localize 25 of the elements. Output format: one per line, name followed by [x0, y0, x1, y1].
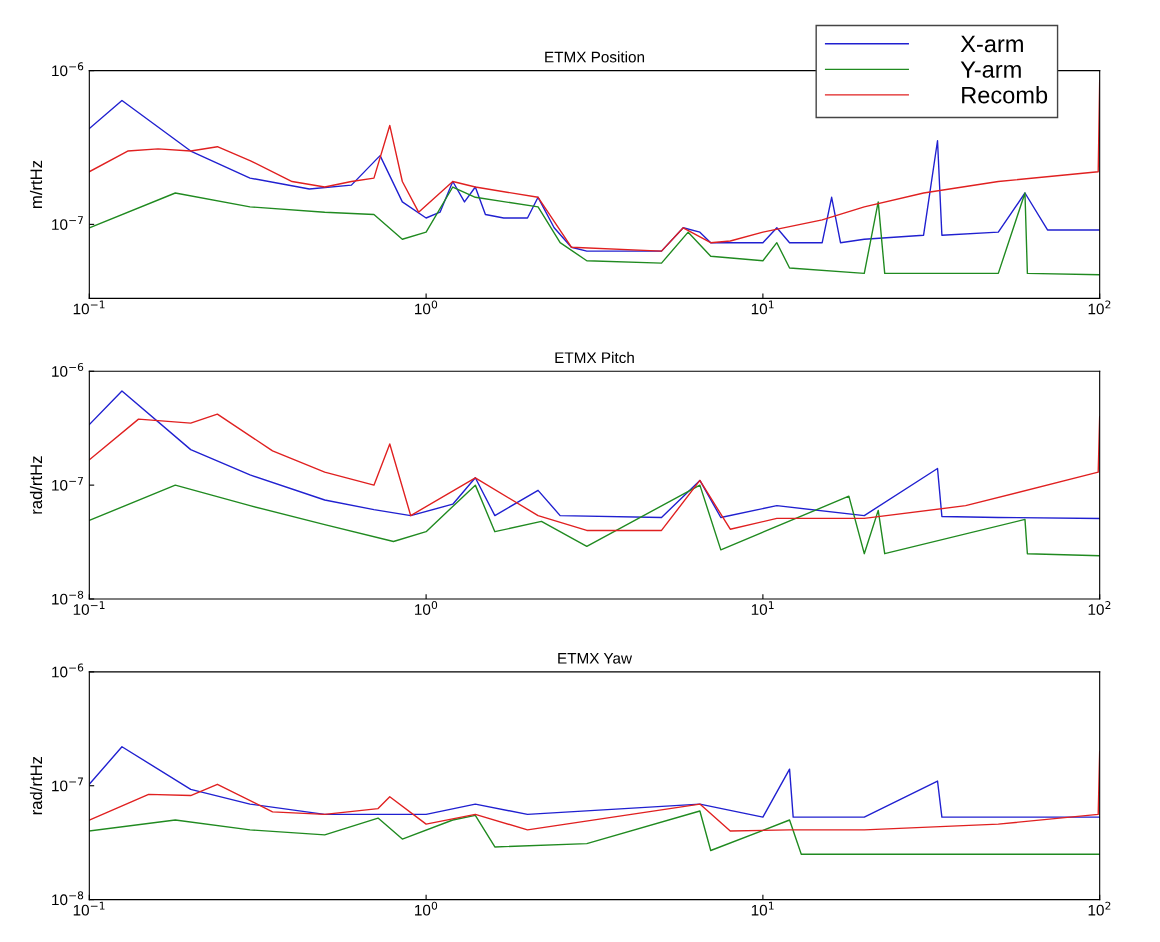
- y-tick-label: 10$^{−6}$: [52, 663, 84, 678]
- chart-title: ETMX Position: [545, 51, 645, 63]
- x-tick-label: 10$^{1}$: [751, 300, 774, 315]
- x-tick-label: 10$^{2}$: [1088, 901, 1111, 916]
- chart-title: ETMX Pitch: [555, 351, 634, 364]
- x-tick-label: 10$^{0}$: [415, 300, 438, 315]
- y-axis-title: m/rtHz: [29, 160, 43, 208]
- legend-label: X-arm: [960, 35, 1023, 53]
- x-tick-label: 10$^{0}$: [415, 901, 438, 916]
- x-tick-label: 10$^{−1}$: [73, 300, 105, 315]
- chart-title: ETMX Yaw: [558, 653, 633, 664]
- y-tick-label: 10$^{−6}$: [52, 62, 84, 77]
- y-axis-title: rad/rtHz: [29, 756, 43, 815]
- y-tick-label: 10$^{−7}$: [52, 216, 83, 230]
- legend-label: Recomb: [962, 86, 1048, 104]
- x-tick-label: 10$^{1}$: [751, 901, 774, 916]
- x-tick-label: 10$^{2}$: [1088, 601, 1111, 615]
- x-tick-label: 10$^{0}$: [415, 601, 438, 615]
- x-tick-label: 10$^{2}$: [1088, 300, 1111, 315]
- y-tick-label: 10$^{−6}$: [52, 362, 84, 377]
- y-axis-title: rad/rtHz: [29, 456, 43, 514]
- x-tick-label: 10$^{1}$: [751, 601, 774, 615]
- y-tick-label: 10$^{−7}$: [52, 777, 83, 792]
- legend-label: Y-arm: [960, 61, 1021, 78]
- y-tick-label: 10$^{−7}$: [52, 476, 83, 491]
